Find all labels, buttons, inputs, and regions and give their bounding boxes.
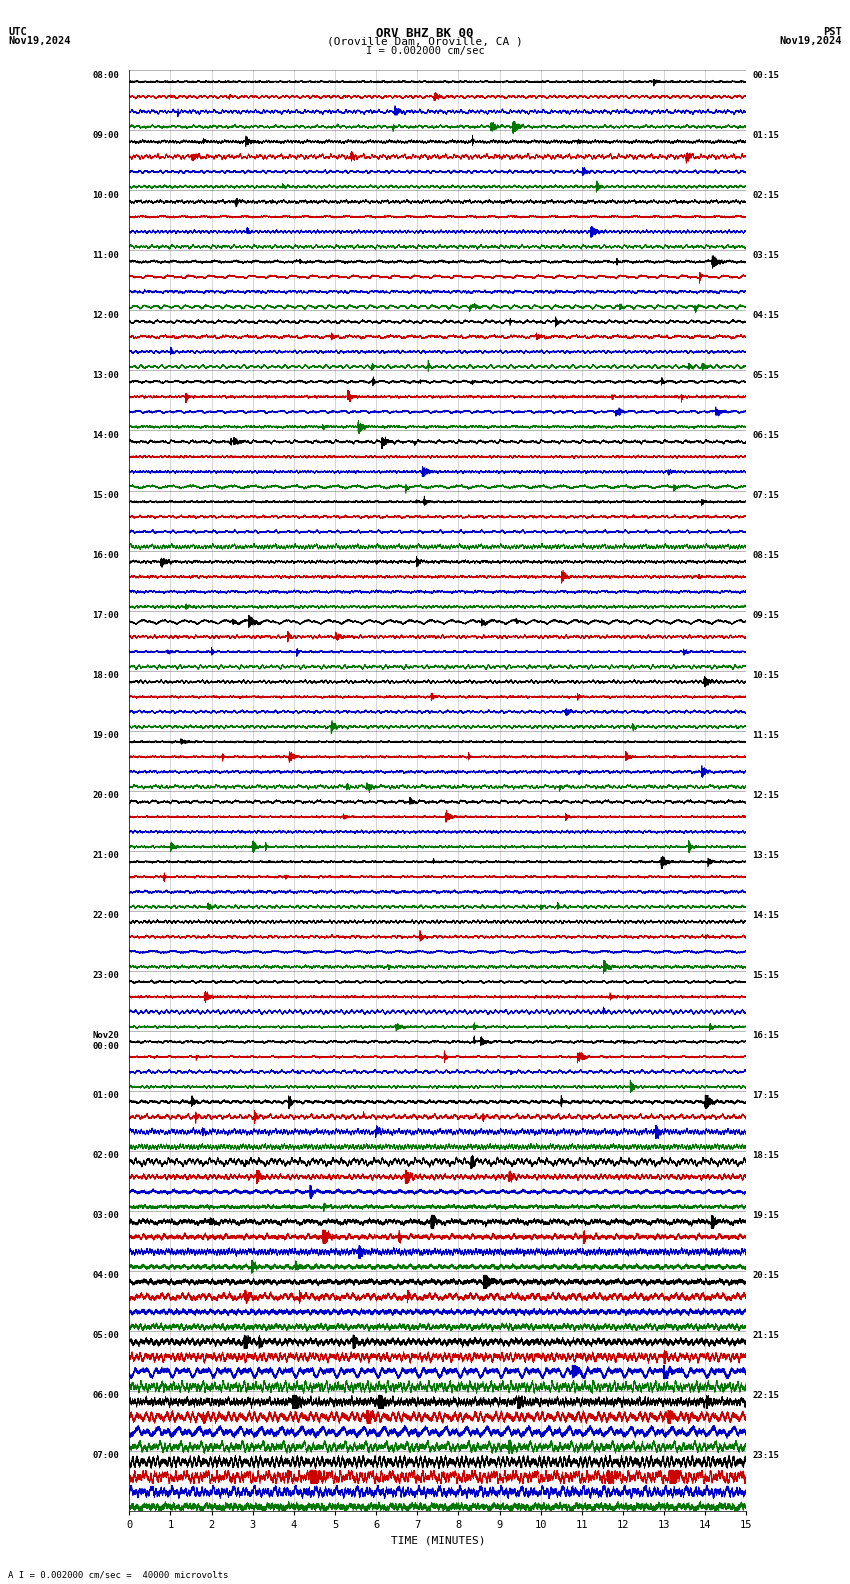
Text: 15:15: 15:15: [752, 971, 779, 980]
Text: 19:15: 19:15: [752, 1212, 779, 1220]
Text: 20:00: 20:00: [92, 792, 119, 800]
Text: 22:15: 22:15: [752, 1391, 779, 1400]
Text: 23:15: 23:15: [752, 1451, 779, 1460]
Text: 16:00: 16:00: [92, 551, 119, 561]
Text: 07:00: 07:00: [92, 1451, 119, 1460]
Text: 02:00: 02:00: [92, 1152, 119, 1161]
Text: 12:15: 12:15: [752, 792, 779, 800]
Text: 00:15: 00:15: [752, 71, 779, 81]
Text: (Oroville Dam, Oroville, CA ): (Oroville Dam, Oroville, CA ): [327, 36, 523, 46]
Text: 10:15: 10:15: [752, 672, 779, 680]
Text: 20:15: 20:15: [752, 1272, 779, 1280]
Text: Nov19,2024: Nov19,2024: [8, 36, 71, 46]
Text: 23:00: 23:00: [92, 971, 119, 980]
Text: 06:15: 06:15: [752, 431, 779, 440]
Text: 17:00: 17:00: [92, 611, 119, 621]
Text: 04:15: 04:15: [752, 310, 779, 320]
Text: 21:00: 21:00: [92, 851, 119, 860]
Text: 11:00: 11:00: [92, 252, 119, 260]
Text: 07:15: 07:15: [752, 491, 779, 501]
Text: 02:15: 02:15: [752, 192, 779, 200]
Text: Nov20
00:00: Nov20 00:00: [92, 1031, 119, 1050]
Text: 12:00: 12:00: [92, 310, 119, 320]
X-axis label: TIME (MINUTES): TIME (MINUTES): [390, 1535, 485, 1546]
Text: Nov19,2024: Nov19,2024: [779, 36, 842, 46]
Text: 19:00: 19:00: [92, 732, 119, 740]
Text: 08:00: 08:00: [92, 71, 119, 81]
Text: 10:00: 10:00: [92, 192, 119, 200]
Text: 18:00: 18:00: [92, 672, 119, 680]
Text: 09:15: 09:15: [752, 611, 779, 621]
Text: 08:15: 08:15: [752, 551, 779, 561]
Text: 05:15: 05:15: [752, 371, 779, 380]
Text: 14:00: 14:00: [92, 431, 119, 440]
Text: PST: PST: [823, 27, 842, 36]
Text: 21:15: 21:15: [752, 1332, 779, 1340]
Text: 01:15: 01:15: [752, 131, 779, 141]
Text: 03:15: 03:15: [752, 252, 779, 260]
Text: 13:00: 13:00: [92, 371, 119, 380]
Text: 18:15: 18:15: [752, 1152, 779, 1161]
Text: 15:00: 15:00: [92, 491, 119, 501]
Text: 11:15: 11:15: [752, 732, 779, 740]
Text: 04:00: 04:00: [92, 1272, 119, 1280]
Text: A I = 0.002000 cm/sec =  40000 microvolts: A I = 0.002000 cm/sec = 40000 microvolts: [8, 1570, 229, 1579]
Text: 06:00: 06:00: [92, 1391, 119, 1400]
Text: I = 0.002000 cm/sec: I = 0.002000 cm/sec: [366, 46, 484, 55]
Text: 16:15: 16:15: [752, 1031, 779, 1041]
Text: 14:15: 14:15: [752, 911, 779, 920]
Text: 03:00: 03:00: [92, 1212, 119, 1220]
Text: 09:00: 09:00: [92, 131, 119, 141]
Text: 13:15: 13:15: [752, 851, 779, 860]
Text: 22:00: 22:00: [92, 911, 119, 920]
Text: 01:00: 01:00: [92, 1091, 119, 1101]
Text: ORV BHZ BK 00: ORV BHZ BK 00: [377, 27, 473, 40]
Text: 05:00: 05:00: [92, 1332, 119, 1340]
Text: 17:15: 17:15: [752, 1091, 779, 1101]
Text: UTC: UTC: [8, 27, 27, 36]
